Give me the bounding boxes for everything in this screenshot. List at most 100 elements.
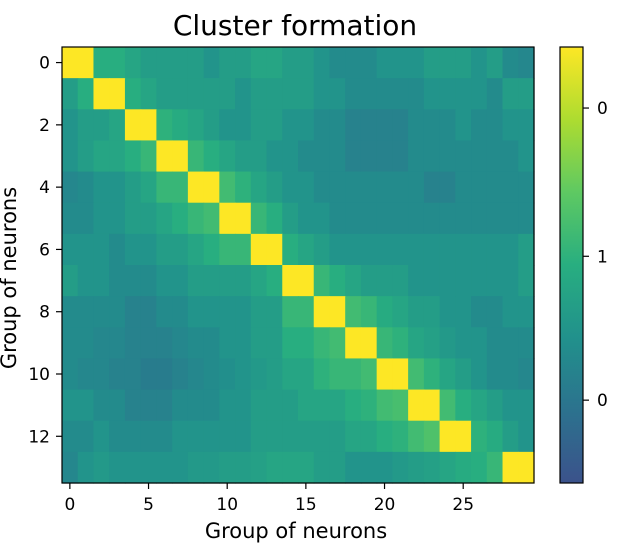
heatmap-cell bbox=[219, 78, 236, 110]
heatmap-cell bbox=[329, 420, 346, 453]
heatmap-cell bbox=[518, 296, 535, 328]
heatmap-cell bbox=[329, 451, 346, 484]
heatmap-cell bbox=[408, 47, 425, 79]
heatmap-cell bbox=[502, 327, 519, 360]
heatmap-cell bbox=[455, 420, 472, 453]
heatmap-cell bbox=[329, 327, 346, 360]
heatmap-cell bbox=[203, 451, 220, 484]
heatmap-cell bbox=[298, 140, 315, 173]
heatmap-cell bbox=[109, 451, 126, 484]
x-axis-ticks: 0 5 10 15 20 25 bbox=[64, 483, 474, 515]
heatmap-cell bbox=[455, 202, 472, 235]
heatmap-cell bbox=[156, 140, 173, 173]
heatmap-cell bbox=[187, 171, 205, 204]
heatmap-cell bbox=[518, 327, 535, 360]
heatmap-cell bbox=[392, 389, 409, 422]
heatmap-cell bbox=[219, 389, 236, 422]
heatmap-cell bbox=[282, 171, 299, 204]
heatmap-cell bbox=[376, 140, 393, 173]
heatmap-cell bbox=[345, 202, 362, 235]
heatmap-cell bbox=[93, 420, 110, 453]
heatmap-cell bbox=[345, 296, 362, 328]
x-tick-label: 20 bbox=[374, 495, 396, 515]
heatmap-cell bbox=[376, 202, 393, 235]
heatmap-cell bbox=[235, 47, 252, 79]
heatmap-cell bbox=[423, 358, 441, 391]
heatmap-cell bbox=[298, 171, 315, 204]
heatmap-cell bbox=[93, 233, 110, 266]
heatmap-cell bbox=[77, 109, 95, 142]
heatmap-cell bbox=[77, 451, 95, 484]
heatmap-cell bbox=[471, 451, 488, 484]
heatmap-cell bbox=[471, 358, 488, 391]
heatmap-cell bbox=[392, 296, 409, 328]
heatmap-cell bbox=[77, 233, 95, 266]
heatmap-cell bbox=[376, 78, 393, 110]
heatmap-cell bbox=[140, 233, 157, 266]
heatmap-cell bbox=[203, 420, 220, 453]
heatmap-cell bbox=[250, 358, 268, 391]
heatmap-cell bbox=[93, 358, 110, 391]
heatmap-cell bbox=[250, 171, 268, 204]
heatmap-cell bbox=[62, 47, 79, 79]
heatmap-cell bbox=[93, 202, 110, 235]
heatmap-cell bbox=[329, 109, 346, 142]
heatmap-cell bbox=[77, 171, 95, 204]
heatmap-cell bbox=[250, 327, 268, 360]
heatmap-cell bbox=[62, 140, 79, 173]
heatmap-cell bbox=[298, 420, 315, 453]
heatmap-cell bbox=[140, 389, 157, 422]
heatmap-cell bbox=[282, 296, 299, 328]
heatmap-cell bbox=[219, 109, 236, 142]
heatmap-cell bbox=[376, 389, 393, 422]
heatmap-cell bbox=[109, 358, 126, 391]
heatmap-cell bbox=[282, 109, 299, 142]
heatmap-cell bbox=[423, 47, 441, 79]
heatmap-cell bbox=[124, 296, 142, 328]
heatmap-cell bbox=[345, 420, 362, 453]
heatmap-cell bbox=[282, 420, 299, 453]
heatmap-cell bbox=[360, 451, 378, 484]
heatmap-cell bbox=[329, 389, 346, 422]
heatmap-cell bbox=[423, 78, 441, 110]
heatmap-cell bbox=[408, 296, 425, 328]
heatmap-cell bbox=[408, 358, 425, 391]
heatmap-cell bbox=[345, 78, 362, 110]
heatmap-cell bbox=[219, 47, 236, 79]
heatmap-cell bbox=[282, 47, 299, 79]
heatmap-cell bbox=[140, 140, 157, 173]
heatmap-cell bbox=[156, 358, 173, 391]
heatmap-cell bbox=[172, 265, 189, 297]
heatmap-cell bbox=[502, 47, 519, 79]
heatmap-cell bbox=[203, 233, 220, 266]
heatmap-cell bbox=[77, 420, 95, 453]
heatmap-cell bbox=[313, 358, 331, 391]
heatmap-cell bbox=[250, 265, 268, 297]
heatmap-cell bbox=[329, 78, 346, 110]
heatmap-cell bbox=[518, 202, 535, 235]
heatmap-cell bbox=[313, 451, 331, 484]
heatmap-cell bbox=[156, 451, 173, 484]
heatmap-cell bbox=[455, 233, 472, 266]
heatmap-cell bbox=[298, 296, 315, 328]
heatmap-cell bbox=[376, 47, 393, 79]
heatmap-cell bbox=[360, 78, 378, 110]
heatmap-cell bbox=[124, 171, 142, 204]
heatmap-cell bbox=[455, 327, 472, 360]
heatmap-cell bbox=[408, 202, 425, 235]
heatmap-cell bbox=[502, 140, 519, 173]
heatmap-cell bbox=[219, 358, 236, 391]
heatmap-cell bbox=[376, 327, 393, 360]
heatmap-cell bbox=[62, 202, 79, 235]
heatmap-cell bbox=[77, 265, 95, 297]
heatmap-cell bbox=[93, 109, 110, 142]
heatmap-cell bbox=[156, 171, 173, 204]
heatmap-cell bbox=[518, 233, 535, 266]
heatmap-cell bbox=[266, 171, 283, 204]
heatmap-cell bbox=[345, 171, 362, 204]
heatmap-cell bbox=[486, 109, 504, 142]
heatmap-cell bbox=[172, 47, 189, 79]
heatmap-cell bbox=[486, 420, 504, 453]
heatmap-cell bbox=[235, 389, 252, 422]
heatmap-cell bbox=[298, 202, 315, 235]
